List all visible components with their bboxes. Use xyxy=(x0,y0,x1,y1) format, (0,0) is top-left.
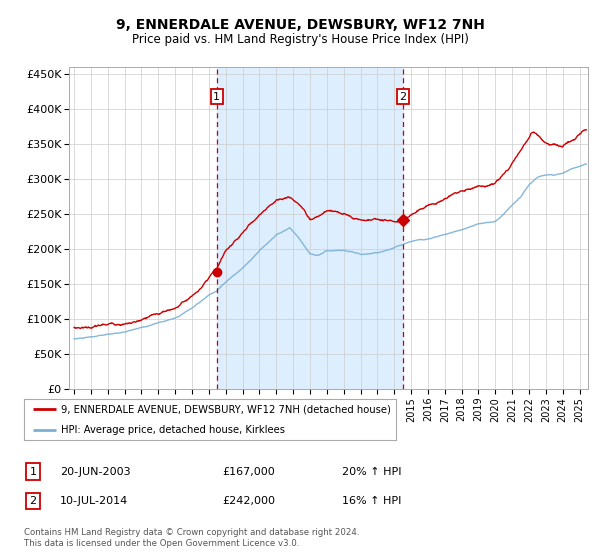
Text: 2: 2 xyxy=(29,496,37,506)
Text: 1: 1 xyxy=(213,92,220,101)
Text: 9, ENNERDALE AVENUE, DEWSBURY, WF12 7NH: 9, ENNERDALE AVENUE, DEWSBURY, WF12 7NH xyxy=(116,18,484,32)
Text: HPI: Average price, detached house, Kirklees: HPI: Average price, detached house, Kirk… xyxy=(61,424,285,435)
Text: 10-JUL-2014: 10-JUL-2014 xyxy=(60,496,128,506)
Bar xyxy=(217,67,403,389)
Text: Price paid vs. HM Land Registry's House Price Index (HPI): Price paid vs. HM Land Registry's House … xyxy=(131,32,469,46)
Text: 16% ↑ HPI: 16% ↑ HPI xyxy=(342,496,401,506)
Text: £242,000: £242,000 xyxy=(222,496,275,506)
Text: £167,000: £167,000 xyxy=(222,466,275,477)
Text: 2: 2 xyxy=(400,92,407,101)
Text: 9, ENNERDALE AVENUE, DEWSBURY, WF12 7NH (detached house): 9, ENNERDALE AVENUE, DEWSBURY, WF12 7NH … xyxy=(61,404,391,414)
Text: 20% ↑ HPI: 20% ↑ HPI xyxy=(342,466,401,477)
Text: Contains HM Land Registry data © Crown copyright and database right 2024.
This d: Contains HM Land Registry data © Crown c… xyxy=(24,528,359,548)
Text: 20-JUN-2003: 20-JUN-2003 xyxy=(60,466,131,477)
Text: 1: 1 xyxy=(29,466,37,477)
